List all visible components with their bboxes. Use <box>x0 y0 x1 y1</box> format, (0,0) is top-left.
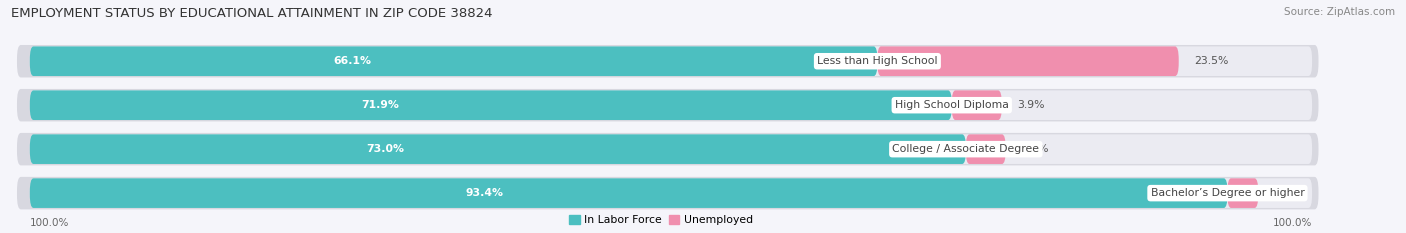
FancyBboxPatch shape <box>30 134 1312 164</box>
Text: 3.1%: 3.1% <box>1021 144 1049 154</box>
Text: 93.4%: 93.4% <box>465 188 503 198</box>
Text: 100.0%: 100.0% <box>1272 218 1312 227</box>
Text: 100.0%: 100.0% <box>30 218 69 227</box>
FancyBboxPatch shape <box>952 90 1001 120</box>
Text: College / Associate Degree: College / Associate Degree <box>893 144 1039 154</box>
FancyBboxPatch shape <box>30 178 1312 208</box>
FancyBboxPatch shape <box>17 177 1319 209</box>
Text: 71.9%: 71.9% <box>361 100 399 110</box>
FancyBboxPatch shape <box>17 133 1319 165</box>
Text: 66.1%: 66.1% <box>333 56 371 66</box>
Text: EMPLOYMENT STATUS BY EDUCATIONAL ATTAINMENT IN ZIP CODE 38824: EMPLOYMENT STATUS BY EDUCATIONAL ATTAINM… <box>11 7 492 20</box>
Text: Less than High School: Less than High School <box>817 56 938 66</box>
FancyBboxPatch shape <box>1227 178 1258 208</box>
Legend: In Labor Force, Unemployed: In Labor Force, Unemployed <box>565 211 758 229</box>
FancyBboxPatch shape <box>877 46 1178 76</box>
FancyBboxPatch shape <box>30 46 1312 76</box>
Text: Bachelor’s Degree or higher: Bachelor’s Degree or higher <box>1150 188 1305 198</box>
FancyBboxPatch shape <box>30 90 952 120</box>
FancyBboxPatch shape <box>30 178 1227 208</box>
FancyBboxPatch shape <box>966 134 1005 164</box>
Text: 73.0%: 73.0% <box>367 144 405 154</box>
Text: 3.9%: 3.9% <box>1017 100 1045 110</box>
Text: 2.4%: 2.4% <box>1274 188 1301 198</box>
Text: Source: ZipAtlas.com: Source: ZipAtlas.com <box>1284 7 1395 17</box>
FancyBboxPatch shape <box>30 46 877 76</box>
Text: High School Diploma: High School Diploma <box>894 100 1008 110</box>
FancyBboxPatch shape <box>30 134 966 164</box>
FancyBboxPatch shape <box>17 89 1319 121</box>
FancyBboxPatch shape <box>30 90 1312 120</box>
Text: 23.5%: 23.5% <box>1194 56 1229 66</box>
FancyBboxPatch shape <box>17 45 1319 77</box>
